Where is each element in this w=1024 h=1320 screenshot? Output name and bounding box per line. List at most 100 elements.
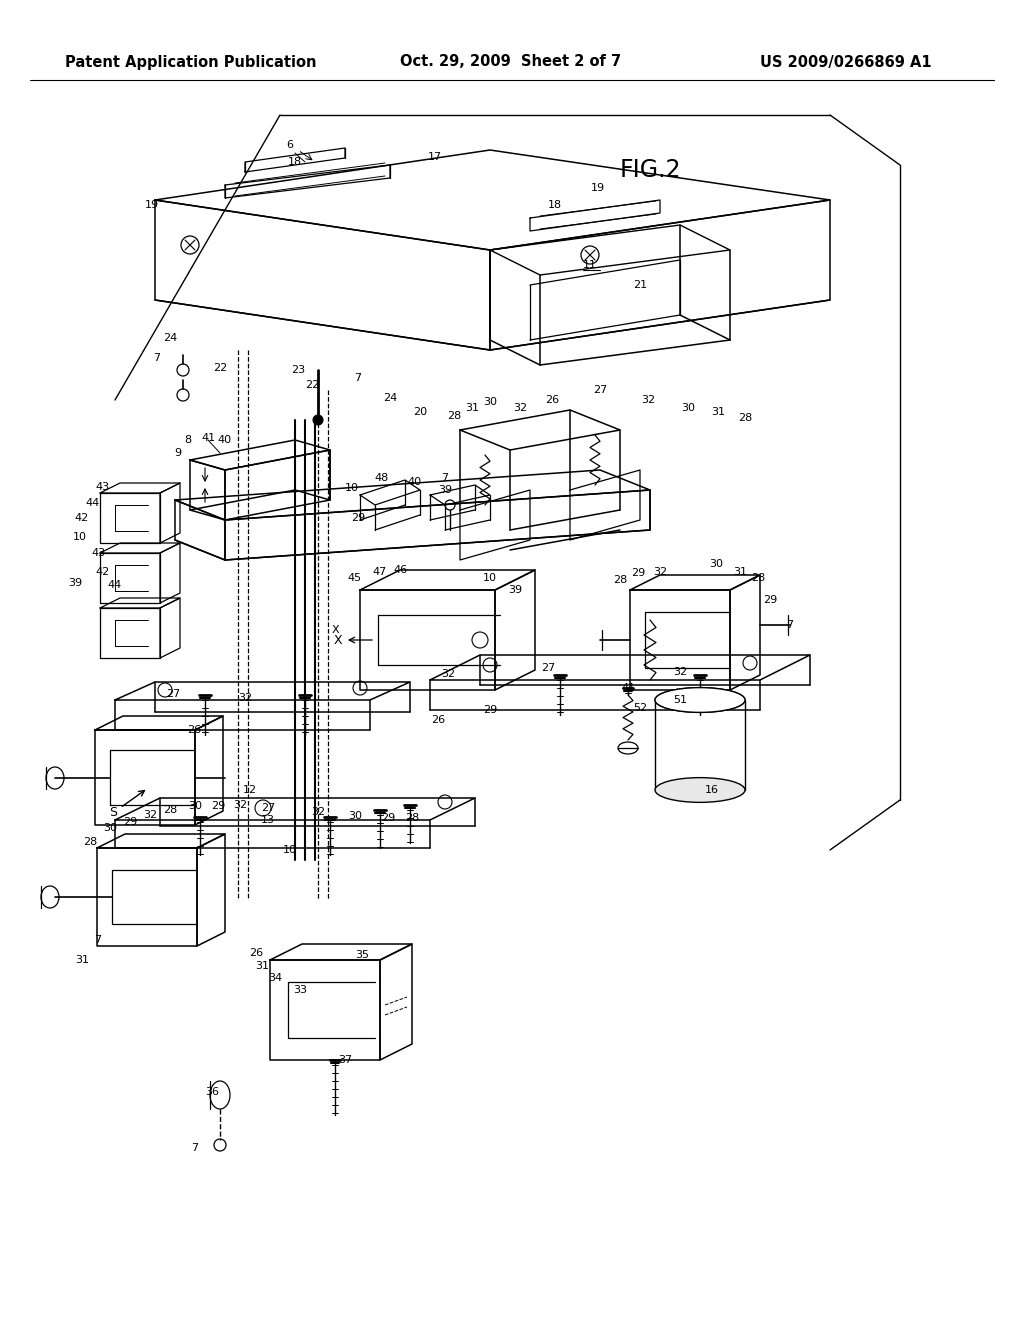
Text: 13: 13 (261, 814, 275, 825)
Text: 6: 6 (287, 140, 294, 150)
Text: 7: 7 (191, 1143, 199, 1152)
Text: 29: 29 (351, 513, 366, 523)
Text: 32: 32 (653, 568, 667, 577)
Text: 32: 32 (513, 403, 527, 413)
Text: 29: 29 (211, 801, 225, 810)
Text: 43: 43 (91, 548, 105, 558)
Text: 32: 32 (238, 693, 252, 704)
Text: 44: 44 (86, 498, 100, 508)
Text: 10: 10 (483, 573, 497, 583)
Text: 10: 10 (73, 532, 87, 543)
Text: 7: 7 (154, 352, 161, 363)
Text: 30: 30 (483, 397, 497, 407)
Text: 20: 20 (413, 407, 427, 417)
Text: 7: 7 (441, 473, 449, 483)
Text: US 2009/0266869 A1: US 2009/0266869 A1 (760, 54, 932, 70)
Ellipse shape (618, 742, 638, 754)
Text: 27: 27 (166, 689, 180, 700)
Text: 28: 28 (613, 576, 627, 585)
Text: 32: 32 (232, 800, 247, 810)
Text: 31: 31 (733, 568, 746, 577)
Text: 51: 51 (673, 696, 687, 705)
Text: 32: 32 (673, 667, 687, 677)
Text: Oct. 29, 2009  Sheet 2 of 7: Oct. 29, 2009 Sheet 2 of 7 (400, 54, 622, 70)
Text: 18: 18 (288, 157, 302, 168)
Text: 23: 23 (291, 366, 305, 375)
Text: 11: 11 (583, 260, 597, 271)
Text: 36: 36 (205, 1086, 219, 1097)
Text: 30: 30 (103, 822, 117, 833)
Text: 26: 26 (249, 948, 263, 958)
Text: 37: 37 (338, 1055, 352, 1065)
Text: 24: 24 (383, 393, 397, 403)
Text: 41: 41 (201, 433, 215, 444)
Text: Patent Application Publication: Patent Application Publication (65, 54, 316, 70)
Text: 7: 7 (786, 620, 794, 630)
Text: 48: 48 (375, 473, 389, 483)
Text: 52: 52 (633, 704, 647, 713)
Text: 44: 44 (108, 579, 122, 590)
Text: 46: 46 (393, 565, 408, 576)
Text: 26: 26 (545, 395, 559, 405)
Text: 19: 19 (591, 183, 605, 193)
Text: 41: 41 (621, 682, 635, 693)
Ellipse shape (655, 688, 745, 713)
Text: 39: 39 (68, 578, 82, 587)
Text: 31: 31 (711, 407, 725, 417)
Text: 29: 29 (123, 817, 137, 828)
Text: 40: 40 (408, 477, 422, 487)
Text: 22: 22 (305, 380, 319, 389)
Text: 39: 39 (438, 484, 452, 495)
Text: 32: 32 (143, 810, 157, 820)
Text: 8: 8 (184, 436, 191, 445)
Text: 21: 21 (633, 280, 647, 290)
Text: 22: 22 (213, 363, 227, 374)
Text: 30: 30 (188, 801, 202, 810)
Text: 32: 32 (441, 669, 455, 678)
Text: 24: 24 (163, 333, 177, 343)
Circle shape (313, 414, 323, 425)
Text: 27: 27 (541, 663, 555, 673)
Text: 27: 27 (593, 385, 607, 395)
Text: 9: 9 (174, 447, 181, 458)
Text: 32: 32 (311, 807, 325, 817)
Text: X: X (334, 634, 342, 647)
Text: 28: 28 (163, 805, 177, 814)
Text: 17: 17 (428, 152, 442, 162)
Text: 29: 29 (631, 568, 645, 578)
Text: 40: 40 (218, 436, 232, 445)
Text: 28: 28 (83, 837, 97, 847)
Text: 7: 7 (94, 935, 101, 945)
Text: 39: 39 (508, 585, 522, 595)
Text: 10: 10 (283, 845, 297, 855)
Text: S: S (109, 805, 117, 818)
Text: 29: 29 (483, 705, 497, 715)
Text: 42: 42 (96, 568, 111, 577)
Text: 28: 28 (446, 411, 461, 421)
Text: 18: 18 (548, 201, 562, 210)
Text: 45: 45 (348, 573, 362, 583)
Text: 26: 26 (431, 715, 445, 725)
Text: 30: 30 (348, 810, 362, 821)
Text: 29: 29 (381, 813, 395, 822)
Text: 31: 31 (75, 954, 89, 965)
Ellipse shape (210, 1081, 230, 1109)
Text: 29: 29 (763, 595, 777, 605)
Ellipse shape (655, 777, 745, 803)
Text: FIG.2: FIG.2 (620, 158, 682, 182)
Ellipse shape (41, 886, 59, 908)
Text: 32: 32 (641, 395, 655, 405)
Text: 27: 27 (261, 803, 275, 813)
Text: 12: 12 (243, 785, 257, 795)
Text: 7: 7 (354, 374, 361, 383)
Text: 42: 42 (75, 513, 89, 523)
Text: 47: 47 (373, 568, 387, 577)
Text: 33: 33 (293, 985, 307, 995)
Text: 30: 30 (709, 558, 723, 569)
Text: 28: 28 (404, 813, 419, 822)
Text: 16: 16 (705, 785, 719, 795)
Text: 28: 28 (738, 413, 752, 422)
Text: 28: 28 (751, 573, 765, 583)
Text: X: X (331, 624, 339, 635)
Text: 31: 31 (255, 961, 269, 972)
